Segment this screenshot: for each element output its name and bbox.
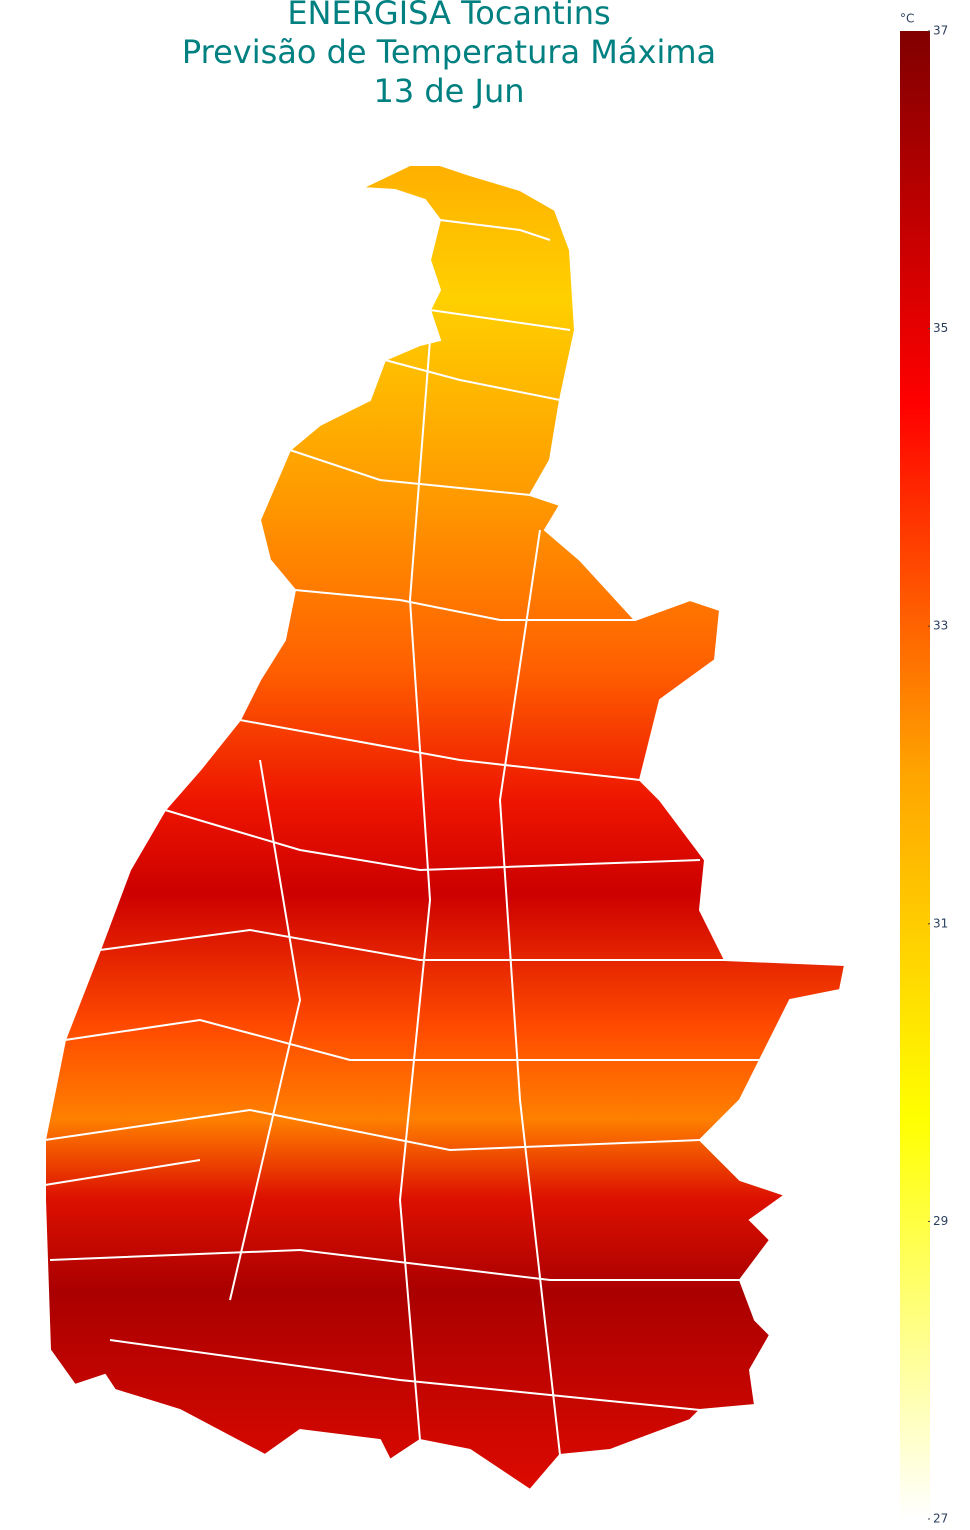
state-shape [44, 164, 847, 1492]
colorbar-unit: °C [900, 12, 914, 26]
colorbar-tick-label: 35 [933, 321, 948, 335]
title-line: 13 de Jun [373, 72, 524, 110]
title-line: Previsão de Temperatura Máxima [182, 33, 716, 71]
colorbar-tick-label: 27 [933, 1512, 948, 1526]
municipal-borders [44, 219, 760, 1456]
colorbar-tick-label: 31 [933, 916, 948, 930]
colorbar-tick-label: 37 [933, 24, 948, 38]
colorbar-tick-label: 33 [933, 619, 948, 633]
title-line: ENERGISA Tocantins [287, 0, 610, 32]
colorbar-tick-label: 29 [933, 1214, 948, 1228]
colorbar [900, 31, 930, 1519]
